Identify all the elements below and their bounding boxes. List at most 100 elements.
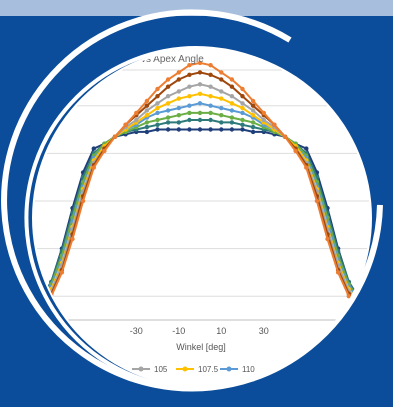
data-point (208, 94, 213, 99)
data-point (176, 77, 181, 82)
data-point (357, 296, 362, 301)
data-point (134, 110, 139, 116)
data-point (240, 127, 245, 132)
data-point (176, 89, 181, 94)
data-point (155, 117, 160, 123)
data-point (325, 236, 330, 242)
data-point (112, 134, 118, 139)
series-0 (34, 127, 370, 311)
data-point (91, 165, 97, 170)
data-point (229, 127, 235, 132)
legend-swatch-marker (138, 366, 144, 372)
data-point (28, 308, 32, 312)
data-point (240, 105, 245, 111)
data-point (357, 303, 362, 308)
data-point (187, 110, 192, 116)
data-point (250, 103, 256, 108)
legend-swatch-marker (182, 366, 188, 372)
data-point (367, 308, 370, 313)
inner-ring-arc (24, 46, 369, 391)
data-point (197, 101, 203, 106)
data-point (155, 94, 160, 99)
data-point (229, 77, 235, 82)
x-tick-labels: -30 -10 10 30 (130, 326, 269, 336)
data-point (155, 110, 160, 116)
data-point (38, 296, 43, 301)
data-point (250, 98, 256, 104)
data-point (49, 294, 54, 299)
data-point (208, 117, 213, 123)
data-point (272, 122, 277, 128)
data-point (304, 165, 309, 170)
series-line (34, 128, 370, 309)
data-point (155, 86, 160, 92)
data-point (187, 62, 192, 68)
data-point (197, 91, 203, 97)
data-point (176, 113, 181, 118)
data-point (70, 236, 75, 242)
data-point (80, 198, 86, 204)
data-point (102, 148, 107, 154)
data-point (250, 120, 256, 125)
data-point (240, 122, 245, 128)
data-point (240, 101, 245, 106)
data-point (176, 105, 181, 111)
data-point (144, 113, 150, 118)
legend-label: 107.5 (198, 365, 219, 374)
data-point (240, 94, 245, 99)
legend-label: 110 (242, 365, 255, 374)
data-point (197, 60, 203, 66)
data-point (176, 96, 181, 101)
legend-swatch-marker (226, 366, 232, 372)
data-point (219, 105, 224, 111)
data-point (165, 94, 171, 99)
data-point (155, 122, 160, 128)
data-point (59, 270, 65, 275)
data-point (208, 103, 213, 108)
data-point (367, 310, 370, 316)
data-point (229, 94, 235, 99)
data-point (208, 110, 213, 116)
data-point (155, 127, 160, 132)
data-point (229, 108, 235, 113)
data-point (28, 311, 32, 315)
data-point (282, 134, 288, 139)
data-point (165, 77, 171, 82)
data-point (367, 305, 370, 311)
data-point (144, 120, 150, 125)
data-point (346, 294, 351, 299)
data-point (357, 303, 362, 308)
data-point (187, 94, 192, 99)
data-point (250, 124, 256, 130)
data-point (38, 298, 43, 304)
data-point (304, 146, 309, 151)
data-point (250, 129, 256, 135)
data-point (187, 127, 192, 132)
chart-title: LVK vs Apex Angle (120, 54, 204, 65)
data-point (38, 296, 43, 301)
x-tick-label: 10 (216, 326, 226, 336)
data-point (367, 310, 370, 316)
data-point (240, 117, 245, 123)
data-point (229, 120, 235, 125)
data-point (240, 86, 245, 92)
data-point (357, 296, 362, 301)
data-point (229, 101, 235, 106)
data-point (250, 108, 256, 113)
data-point (357, 298, 362, 304)
data-point (38, 298, 43, 304)
data-point (144, 129, 150, 135)
data-point (293, 148, 298, 154)
data-point (208, 84, 213, 89)
data-point (357, 298, 362, 304)
data-point (357, 301, 362, 306)
x-tick-label: 30 (259, 326, 269, 336)
x-tick-label: -30 (130, 326, 143, 336)
data-point (165, 120, 171, 125)
data-point (357, 301, 362, 306)
legend: 105 107.5 110 (132, 365, 255, 374)
data-point (367, 308, 370, 313)
data-point (28, 308, 32, 312)
data-point (38, 303, 43, 308)
data-point (208, 62, 213, 68)
